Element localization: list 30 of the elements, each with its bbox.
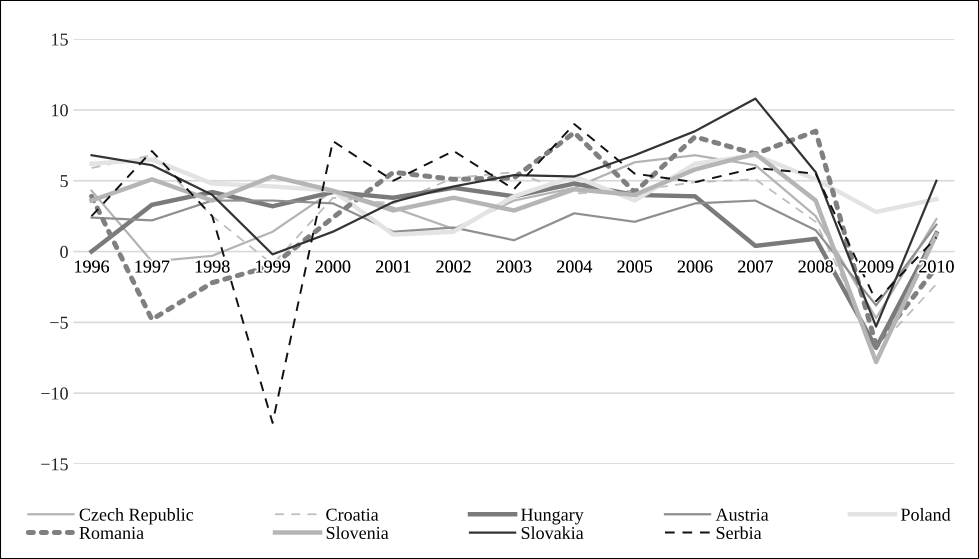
x-tick-label: 2008 xyxy=(798,260,834,273)
y-tick-label: 0 xyxy=(60,246,68,258)
y-tick-label: 5 xyxy=(60,175,68,188)
legend-label: Slovakia xyxy=(522,526,584,540)
legend-label: Austria xyxy=(716,508,768,521)
legend-label: Poland xyxy=(901,508,950,521)
legend-label: Romania xyxy=(79,526,144,540)
y-tick-label: −10 xyxy=(41,387,68,400)
x-tick-label: 2006 xyxy=(678,260,713,273)
x-tick-label: 2001 xyxy=(376,260,410,273)
x-tick-label: 2009 xyxy=(858,260,894,273)
y-tick-label: −15 xyxy=(41,458,68,470)
x-tick-label: 2010 xyxy=(919,260,954,273)
x-tick-label: 2002 xyxy=(436,260,471,273)
x-tick-label: 2004 xyxy=(557,260,592,273)
legend-label: Serbia xyxy=(716,526,762,540)
x-tick-label: 2003 xyxy=(496,260,532,273)
legend-label: Croatia xyxy=(326,508,378,521)
y-tick-label: 10 xyxy=(52,104,68,116)
y-tick-label: −5 xyxy=(50,316,68,329)
legend-label: Czech Republic xyxy=(80,508,194,524)
x-tick-label: 1997 xyxy=(135,260,170,273)
x-tick-label: 2007 xyxy=(738,260,773,273)
x-tick-label: 1996 xyxy=(75,260,110,273)
y-tick-label: 15 xyxy=(52,33,68,46)
x-tick-label: 2000 xyxy=(316,260,350,273)
legend-label: Slovenia xyxy=(326,526,388,540)
x-tick-label: 2005 xyxy=(617,260,652,273)
x-tick-label: 1999 xyxy=(256,260,290,273)
legend-label: Hungary xyxy=(521,508,584,524)
